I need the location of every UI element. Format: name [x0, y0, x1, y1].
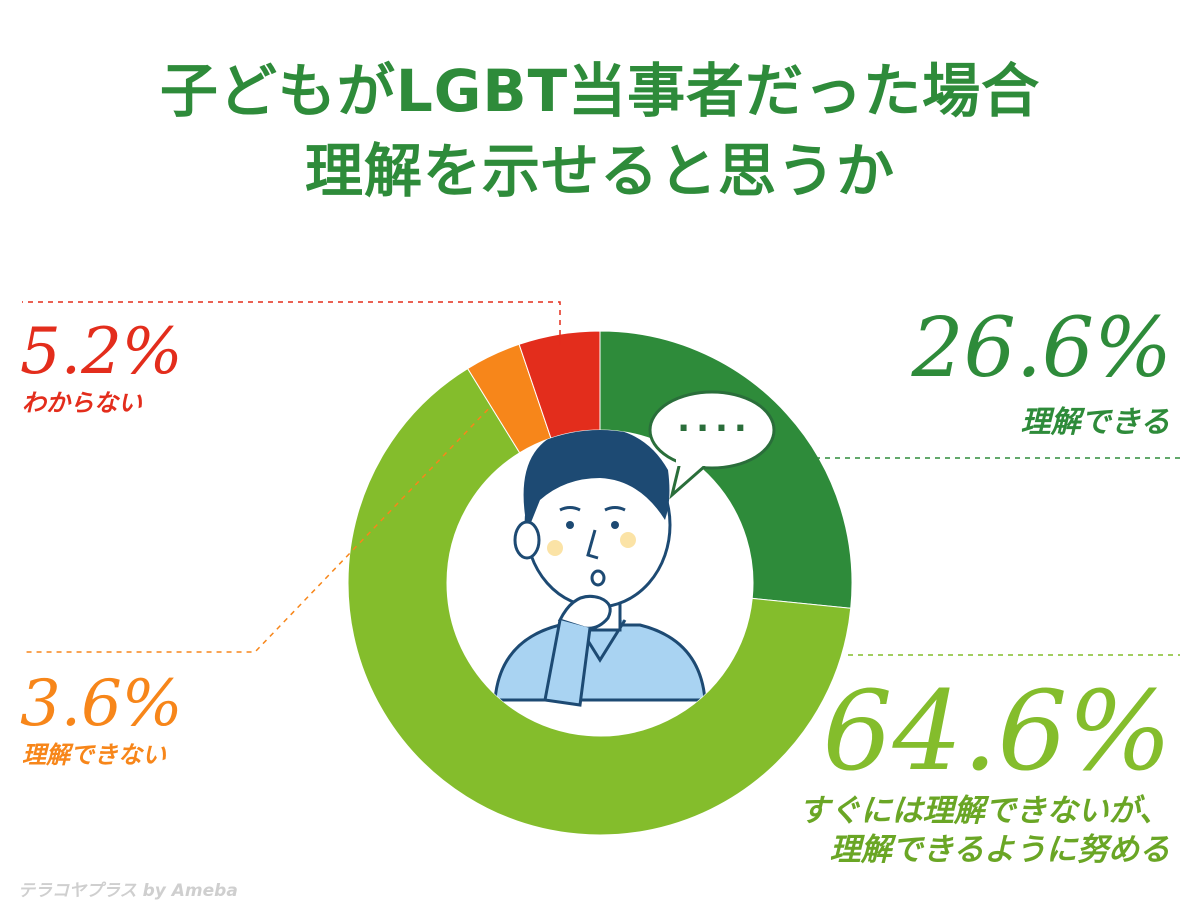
slice-label-rikai-dekiru: 理解できる — [1020, 405, 1170, 440]
leader-line-rikai-dekinai — [22, 401, 496, 653]
slice-label-tsutomeru-line2: 理解できるように努める — [829, 831, 1170, 868]
slice-label-tsutomeru: すぐには理解できないが、 理解できるように努める — [799, 792, 1170, 870]
slice-value-rikai-dekiru: 26.6% — [911, 301, 1173, 396]
chart-title-line2: 理解を示せると思うか — [304, 137, 895, 205]
slice-value-tsutomeru: 64.6% — [822, 667, 1172, 795]
speech-bubble — [648, 390, 776, 500]
speech-bubble-text: .... — [677, 400, 753, 440]
chart-title-line1: 子どもがLGBT当事者だった場合 — [159, 57, 1041, 125]
watermark: テラコヤプラス by Ameba — [18, 881, 238, 901]
slice-label-wakaranai: わからない — [22, 389, 142, 417]
slice-label-rikai-dekinai: 理解できない — [22, 741, 166, 769]
leader-line-wakaranai — [22, 301, 561, 345]
slice-value-wakaranai: 5.2% — [20, 315, 183, 389]
slice-value-rikai-dekinai: 3.6% — [20, 667, 183, 741]
slice-label-tsutomeru-line1: すぐには理解できないが、 — [798, 793, 1170, 829]
donut-slice-1 — [347, 367, 852, 836]
thinking-person-illustration — [493, 430, 707, 707]
